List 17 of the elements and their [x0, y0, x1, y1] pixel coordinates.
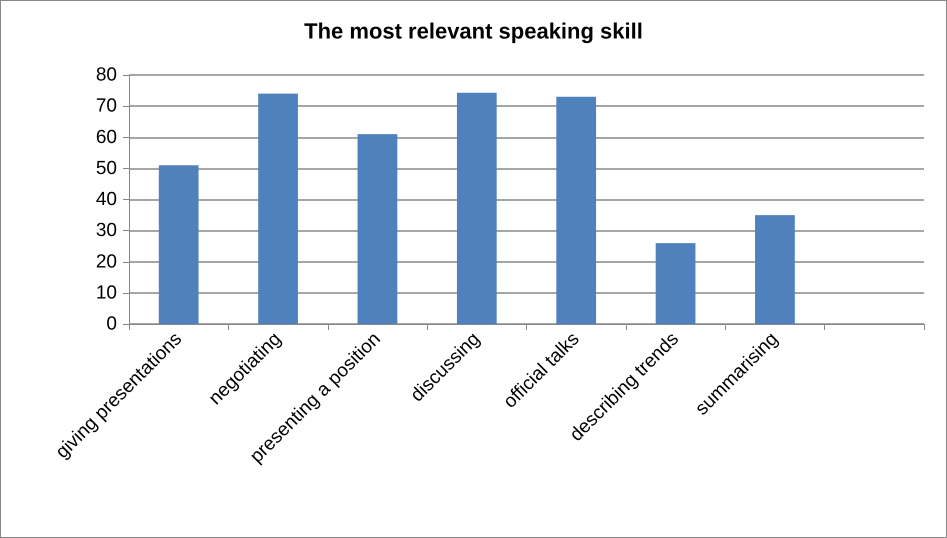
- bar: [158, 165, 199, 324]
- bar: [258, 94, 298, 324]
- y-tick-label: 60: [96, 126, 117, 148]
- y-tick-label: 80: [96, 64, 117, 86]
- bar: [556, 96, 596, 324]
- y-tick-label: 70: [96, 96, 117, 117]
- bar: [656, 243, 696, 324]
- y-tick-label: 50: [96, 158, 117, 179]
- bar: [358, 134, 398, 324]
- chart-title: The most relevant speaking skill: [304, 18, 643, 44]
- y-tick-label: 10: [96, 282, 117, 304]
- y-tick-label: 0: [106, 314, 117, 334]
- y-tick-label: 40: [96, 189, 117, 210]
- y-tick-label: 20: [96, 251, 117, 272]
- bar: [456, 92, 497, 324]
- y-tick-label: 30: [96, 220, 117, 242]
- bar: [755, 215, 795, 324]
